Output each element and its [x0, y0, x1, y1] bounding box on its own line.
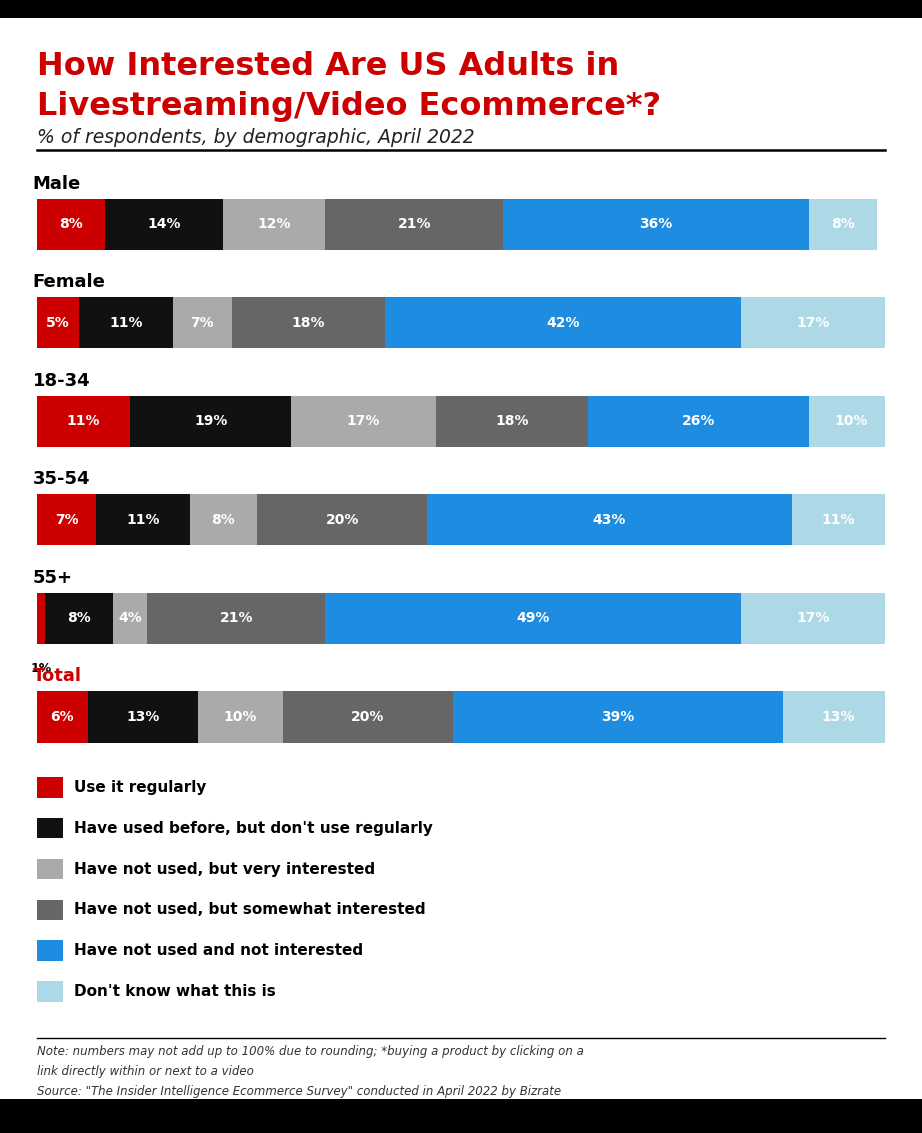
Bar [37, 297, 79, 348]
Text: 275034: 275034 [37, 1109, 85, 1123]
Text: 26%: 26% [682, 415, 715, 428]
Bar [503, 198, 809, 250]
Bar [453, 691, 784, 742]
Text: % of respondents, by demographic, April 2022: % of respondents, by demographic, April … [37, 128, 475, 147]
Text: 10%: 10% [224, 710, 257, 724]
Bar [809, 198, 877, 250]
Bar [172, 297, 232, 348]
Text: 8%: 8% [67, 612, 91, 625]
Bar [190, 494, 257, 545]
Text: How Interested Are US Adults in: How Interested Are US Adults in [37, 51, 620, 82]
Bar [37, 691, 88, 742]
Bar [291, 395, 435, 446]
Bar [198, 691, 283, 742]
Bar [130, 395, 291, 446]
Text: 17%: 17% [347, 415, 380, 428]
Text: |: | [738, 1109, 750, 1123]
Text: 17%: 17% [797, 316, 830, 330]
Text: Have not used, but somewhat interested: Have not used, but somewhat interested [74, 902, 425, 918]
Text: 18-34: 18-34 [32, 372, 90, 390]
Text: Insights, April 18, 2022: Insights, April 18, 2022 [37, 1106, 173, 1118]
Text: 42%: 42% [546, 316, 580, 330]
Bar [384, 297, 741, 348]
Bar [223, 198, 325, 250]
Text: 8%: 8% [831, 218, 855, 231]
Text: 18%: 18% [495, 415, 528, 428]
Bar [37, 494, 96, 545]
Bar [427, 494, 792, 545]
Text: 11%: 11% [109, 316, 143, 330]
Bar [37, 198, 105, 250]
Text: Have not used and not interested: Have not used and not interested [74, 943, 363, 959]
Bar [37, 593, 45, 644]
Text: 17%: 17% [797, 612, 830, 625]
Text: Have not used, but very interested: Have not used, but very interested [74, 861, 375, 877]
Bar [45, 593, 113, 644]
Bar [232, 297, 384, 348]
Text: Male: Male [32, 174, 81, 193]
Text: 21%: 21% [397, 218, 431, 231]
Text: 11%: 11% [66, 415, 100, 428]
Text: 7%: 7% [191, 316, 214, 330]
Text: 1%: 1% [30, 662, 52, 675]
Bar [809, 395, 893, 446]
Text: 6%: 6% [51, 710, 74, 724]
Bar [37, 395, 130, 446]
Text: 20%: 20% [325, 513, 359, 527]
Bar [283, 691, 453, 742]
Bar [79, 297, 172, 348]
Text: Total: Total [32, 667, 82, 685]
Bar [435, 395, 588, 446]
Text: eMarketer: eMarketer [664, 1109, 736, 1123]
Text: Source: "The Insider Intelligence Ecommerce Survey" conducted in April 2022 by B: Source: "The Insider Intelligence Ecomme… [37, 1085, 561, 1098]
Bar [325, 593, 741, 644]
Text: 49%: 49% [516, 612, 550, 625]
Bar [588, 395, 809, 446]
Text: 8%: 8% [59, 218, 83, 231]
Text: 21%: 21% [219, 612, 253, 625]
Text: 8%: 8% [212, 513, 235, 527]
Text: Livestreaming/Video Ecommerce*?: Livestreaming/Video Ecommerce*? [37, 91, 661, 121]
Bar [257, 494, 427, 545]
Text: Note: numbers may not add up to 100% due to rounding; *buying a product by click: Note: numbers may not add up to 100% due… [37, 1045, 584, 1057]
Text: Female: Female [32, 273, 105, 291]
Text: 55+: 55+ [32, 569, 73, 587]
Bar [784, 691, 893, 742]
Bar [741, 593, 885, 644]
Text: 14%: 14% [148, 218, 181, 231]
Text: 35-54: 35-54 [32, 470, 90, 488]
Text: 43%: 43% [593, 513, 626, 527]
Text: 39%: 39% [601, 710, 634, 724]
Text: 10%: 10% [834, 415, 868, 428]
Bar [96, 494, 190, 545]
Text: 20%: 20% [351, 710, 384, 724]
Text: 11%: 11% [126, 513, 160, 527]
Text: 36%: 36% [640, 218, 673, 231]
Text: 12%: 12% [257, 218, 291, 231]
Bar [792, 494, 885, 545]
Text: Don't know what this is: Don't know what this is [74, 983, 276, 999]
Bar [88, 691, 198, 742]
Text: InsiderIntelligence.com: InsiderIntelligence.com [761, 1109, 922, 1123]
Text: Use it regularly: Use it regularly [74, 780, 207, 795]
Bar [113, 593, 148, 644]
Text: 7%: 7% [54, 513, 78, 527]
Text: 4%: 4% [118, 612, 142, 625]
Bar [105, 198, 223, 250]
Text: 13%: 13% [822, 710, 855, 724]
Text: 18%: 18% [291, 316, 325, 330]
Bar [741, 297, 885, 348]
Text: 13%: 13% [126, 710, 160, 724]
Text: 19%: 19% [195, 415, 228, 428]
Bar [325, 198, 503, 250]
Text: 5%: 5% [46, 316, 70, 330]
Text: 11%: 11% [822, 513, 856, 527]
Text: link directly within or next to a video: link directly within or next to a video [37, 1065, 254, 1077]
Text: Have used before, but don't use regularly: Have used before, but don't use regularl… [74, 820, 432, 836]
Bar [148, 593, 325, 644]
